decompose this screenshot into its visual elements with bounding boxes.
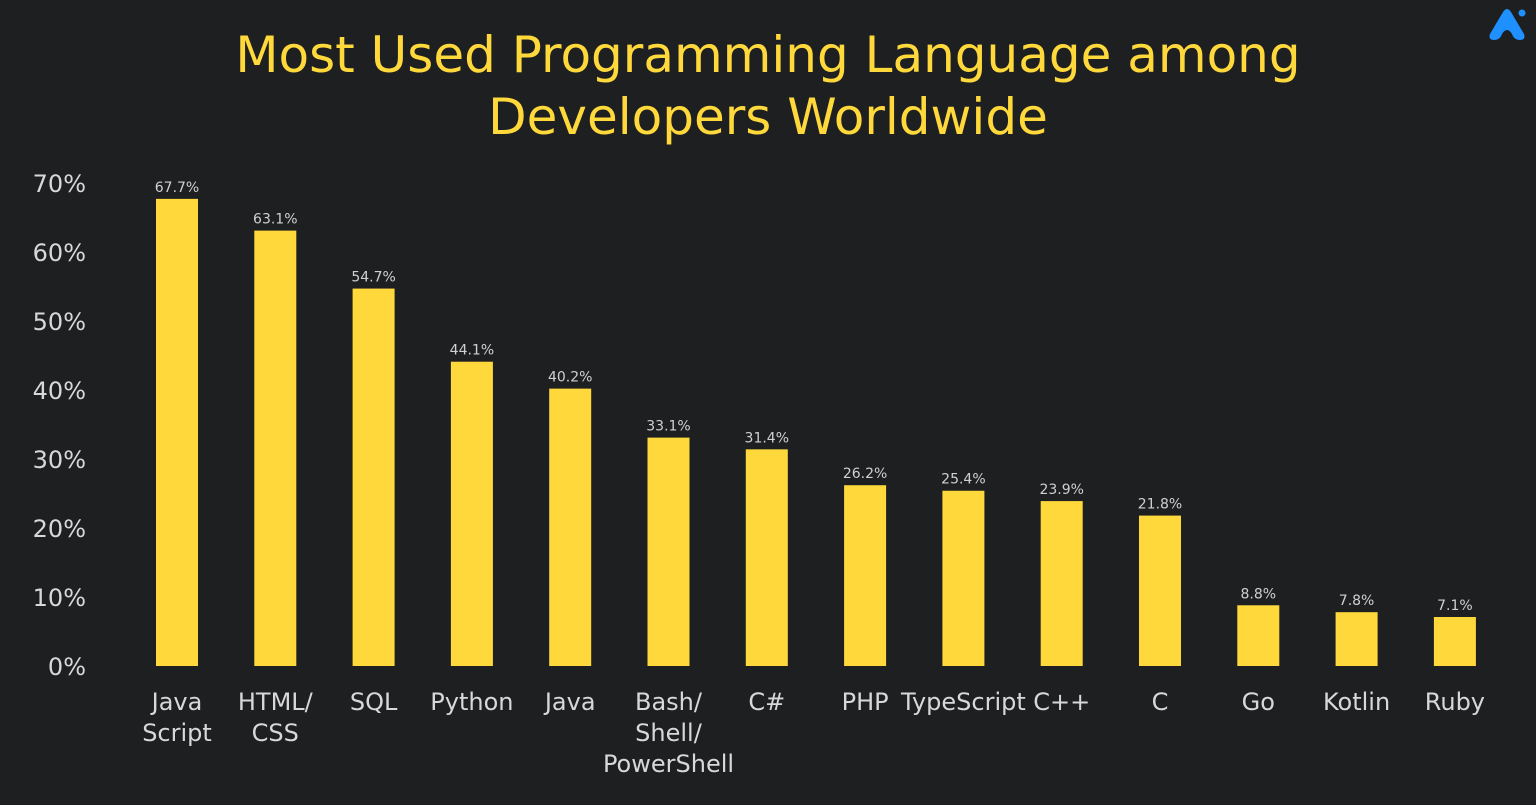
x-tick-label: C++ — [1033, 688, 1090, 716]
bar-0 — [156, 198, 198, 666]
bar-6 — [745, 449, 788, 666]
data-label: 7.1% — [1437, 598, 1473, 614]
y-tick-label: 0% — [48, 653, 86, 681]
x-tick-label: PHP — [842, 688, 889, 716]
x-tick-label: Script — [142, 719, 212, 747]
data-label: 44.1% — [450, 343, 494, 359]
x-tick-label: SQL — [350, 688, 398, 716]
data-label: 26.2% — [843, 466, 887, 482]
y-tick-label: 40% — [33, 377, 86, 405]
x-tick-label: C — [1152, 688, 1169, 716]
data-label: 25.4% — [941, 472, 985, 488]
data-label: 23.9% — [1039, 482, 1083, 498]
x-tick-label: Java — [543, 688, 596, 716]
bar-4 — [549, 388, 592, 666]
data-label: 31.4% — [745, 430, 789, 446]
bar-11 — [1237, 605, 1280, 666]
bar-5 — [647, 437, 690, 666]
bar-12 — [1335, 612, 1378, 666]
x-tick-label: HTML/ — [238, 688, 314, 716]
x-tick-label: Bash/ — [635, 688, 703, 716]
chart-title-line-1: Most Used Programming Language among — [235, 26, 1301, 84]
bar-7 — [844, 485, 887, 666]
y-tick-label: 50% — [33, 308, 86, 336]
data-label: 8.8% — [1241, 586, 1277, 602]
data-label: 21.8% — [1138, 497, 1182, 513]
bar-8 — [942, 490, 985, 666]
x-tick-label: Go — [1242, 688, 1275, 716]
chart-title: Most Used Programming Language among Dev… — [0, 24, 1536, 148]
y-tick-label: 10% — [33, 584, 86, 612]
x-tick-label: Python — [430, 688, 513, 716]
bar-10 — [1139, 515, 1181, 666]
x-tick-label: PowerShell — [603, 750, 734, 778]
y-tick-label: 70% — [33, 170, 86, 198]
x-tick-label: TypeScript — [900, 688, 1026, 716]
x-tick-label: Ruby — [1425, 688, 1485, 716]
data-label: 7.8% — [1339, 593, 1375, 609]
data-label: 40.2% — [548, 370, 592, 386]
y-tick-label: 20% — [33, 515, 86, 543]
y-tick-label: 30% — [33, 446, 86, 474]
bar-3 — [450, 361, 493, 666]
y-tick-label: 60% — [33, 239, 86, 267]
data-label: 54.7% — [351, 270, 395, 286]
x-tick-label: CSS — [252, 719, 299, 747]
brand-logo-icon — [1489, 9, 1526, 40]
bar-2 — [352, 288, 395, 666]
bar-9 — [1040, 501, 1083, 666]
data-label: 67.7% — [155, 180, 199, 196]
x-tick-label: Java — [150, 688, 203, 716]
x-tick-label: Shell/ — [635, 719, 703, 747]
bar-1 — [254, 230, 297, 667]
x-tick-label: C# — [748, 688, 785, 716]
data-label: 63.1% — [253, 212, 297, 228]
x-tick-label: Kotlin — [1323, 688, 1390, 716]
data-label: 33.1% — [646, 419, 690, 435]
chart-title-line-2: Developers Worldwide — [488, 88, 1048, 146]
bar-13 — [1433, 617, 1476, 666]
